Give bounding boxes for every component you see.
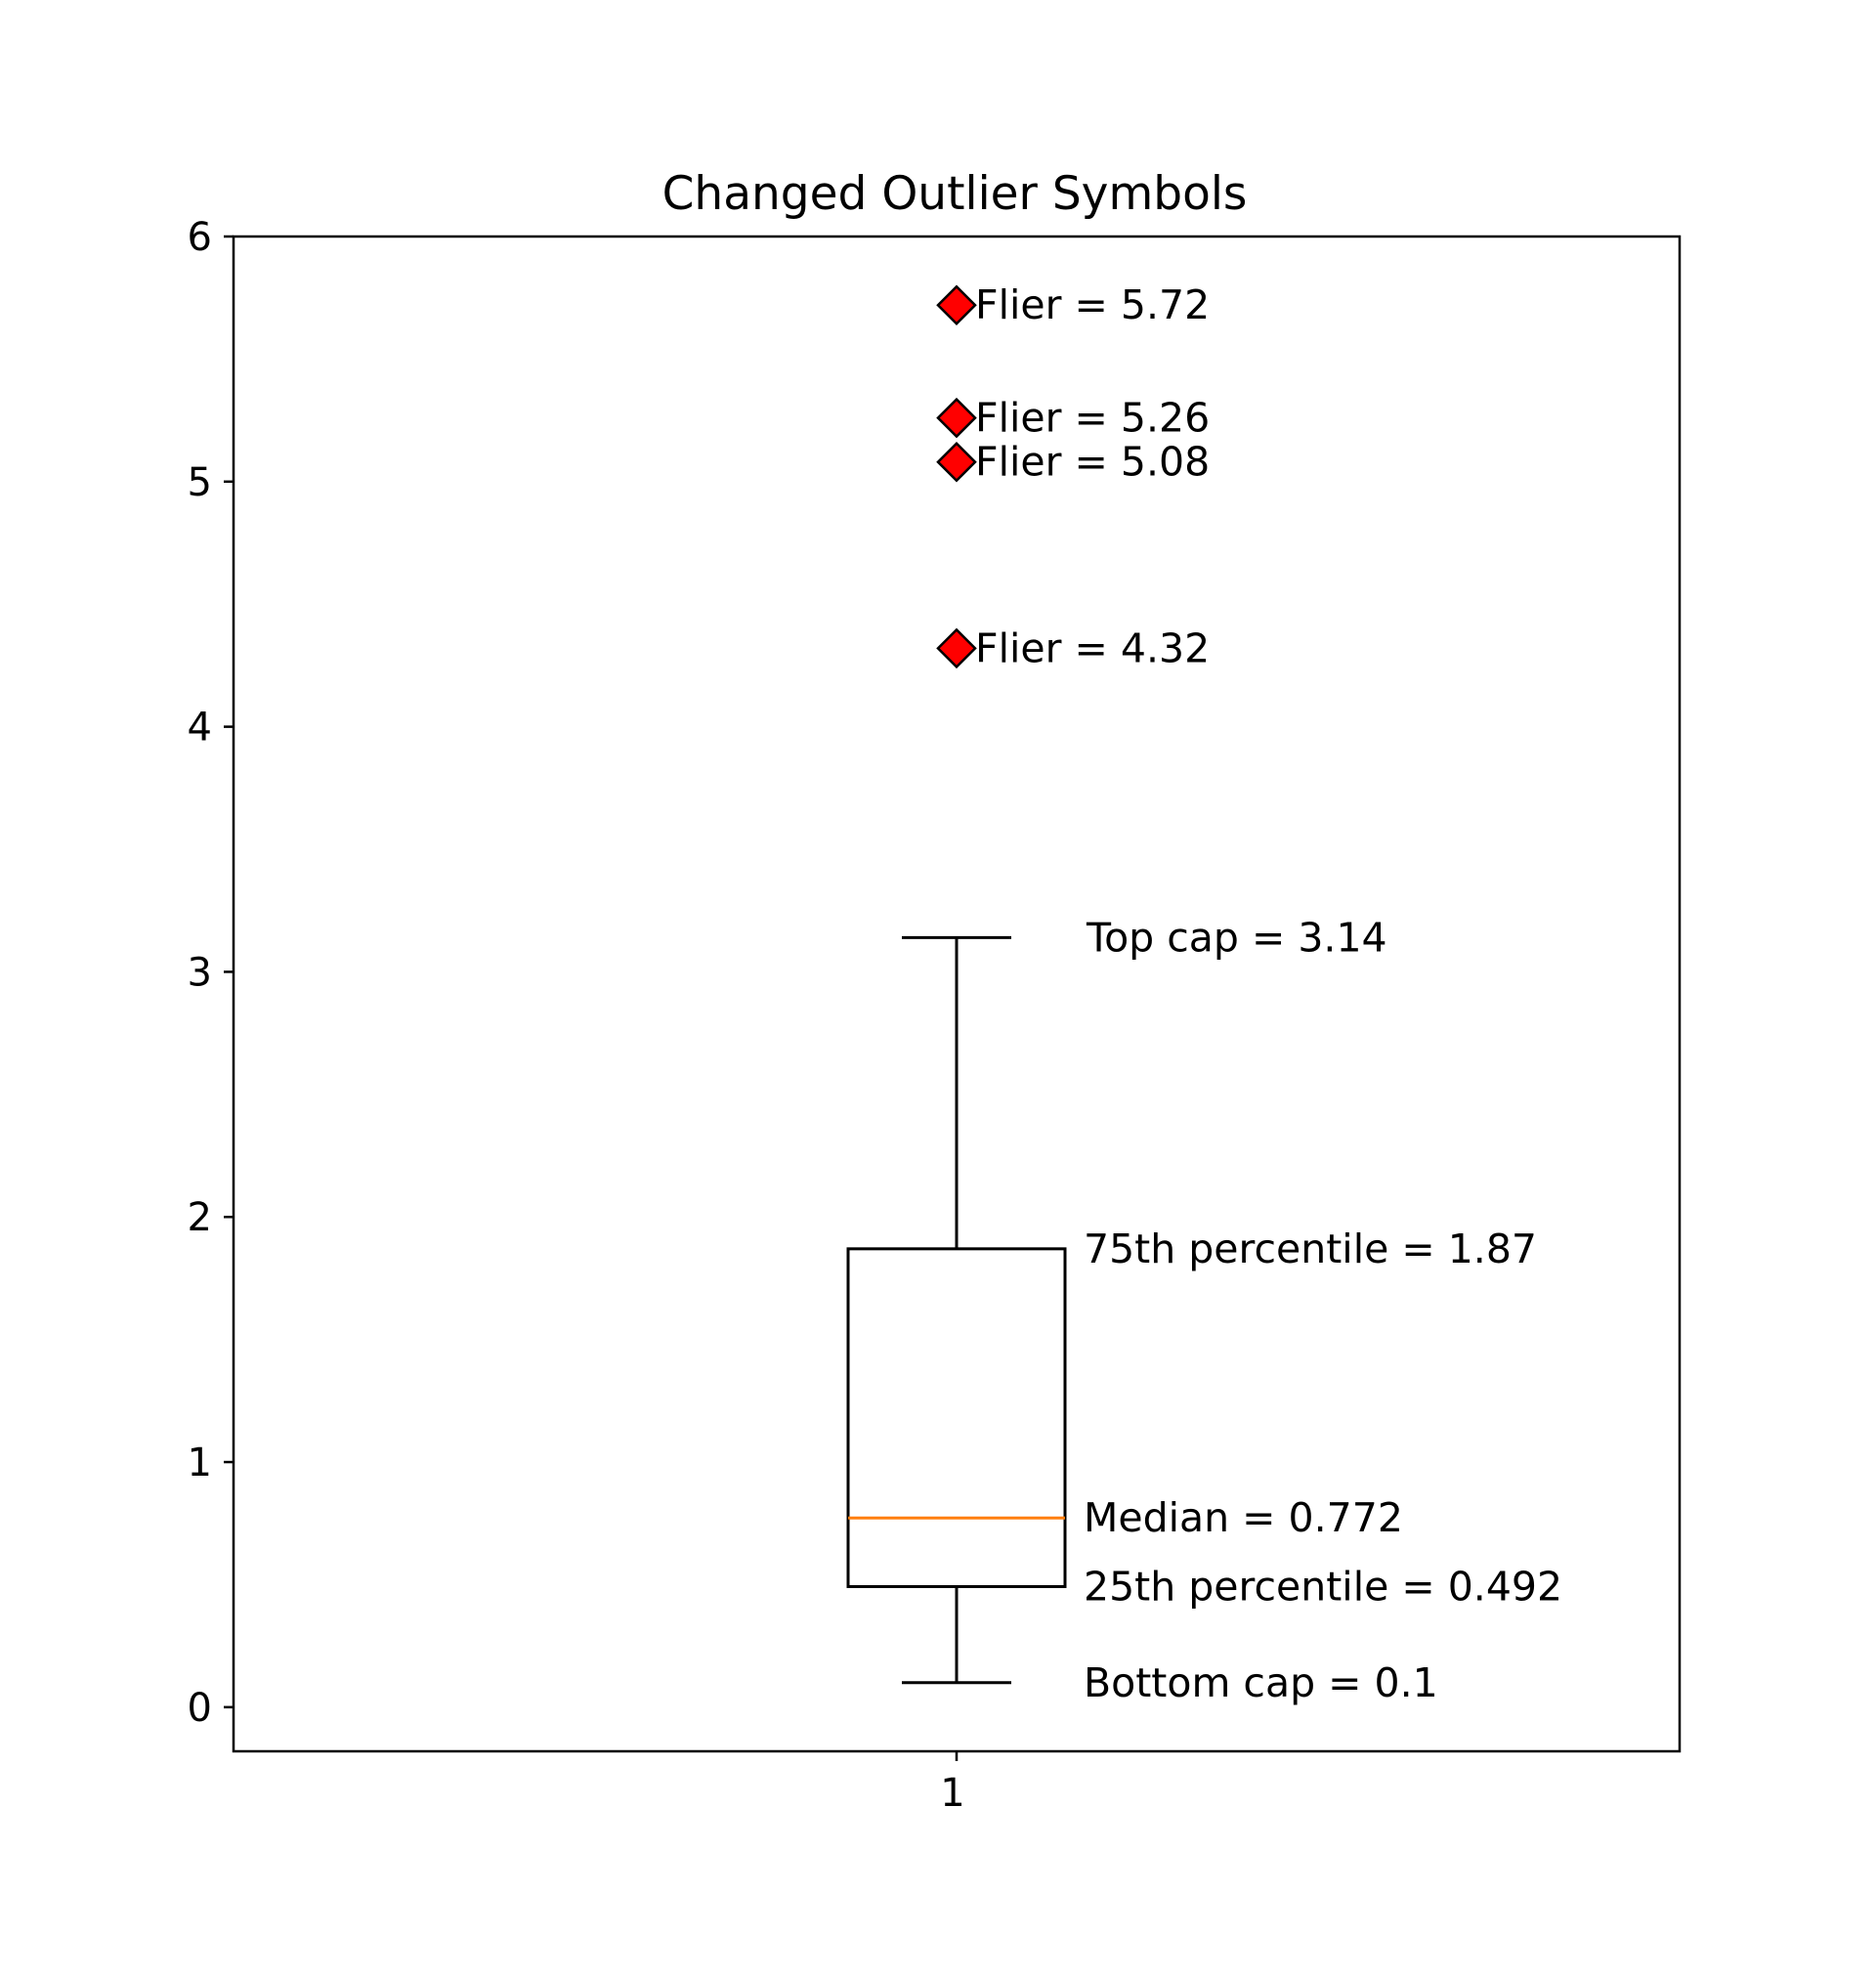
x-tick-label: 1 xyxy=(940,1771,964,1816)
y-tick-label: 5 xyxy=(188,460,212,505)
flier-marker xyxy=(936,397,977,439)
annotation-flier: Flier = 5.26 xyxy=(975,395,1210,442)
y-tick-label: 4 xyxy=(188,706,212,751)
chart-title: Changed Outlier Symbols xyxy=(662,167,1248,221)
annotation-flier: Flier = 5.08 xyxy=(975,439,1210,486)
annotation-q3: 75th percentile = 1.87 xyxy=(1084,1226,1537,1272)
boxplot-group xyxy=(846,284,1067,1685)
annotation-flier: Flier = 5.72 xyxy=(975,281,1210,328)
annotation-q1: 25th percentile = 0.492 xyxy=(1084,1563,1562,1610)
annotations-group: Top cap = 3.14 75th percentile = 1.87 Medi… xyxy=(975,281,1562,1706)
interquartile-box xyxy=(846,1247,1067,1588)
annotation-flier: Flier = 4.32 xyxy=(975,624,1210,671)
y-tick-label: 3 xyxy=(188,950,212,995)
flier-marker xyxy=(936,627,977,669)
plot-area-frame xyxy=(232,235,1682,1753)
annotation-whisker-low: Bottom cap = 0.1 xyxy=(1084,1659,1438,1706)
flier-marker xyxy=(936,284,977,325)
y-tick-label: 1 xyxy=(188,1441,212,1485)
x-axis: 1 xyxy=(940,1751,965,1816)
y-tick-label: 6 xyxy=(188,215,212,260)
y-axis: 0 1 2 3 4 5 6 xyxy=(188,215,234,1731)
annotation-median: Median = 0.772 xyxy=(1084,1494,1403,1541)
flier-marker xyxy=(936,441,977,483)
annotation-whisker-high: Top cap = 3.14 xyxy=(1086,914,1387,961)
y-tick-label: 0 xyxy=(188,1686,212,1731)
y-tick-label: 2 xyxy=(188,1195,212,1240)
